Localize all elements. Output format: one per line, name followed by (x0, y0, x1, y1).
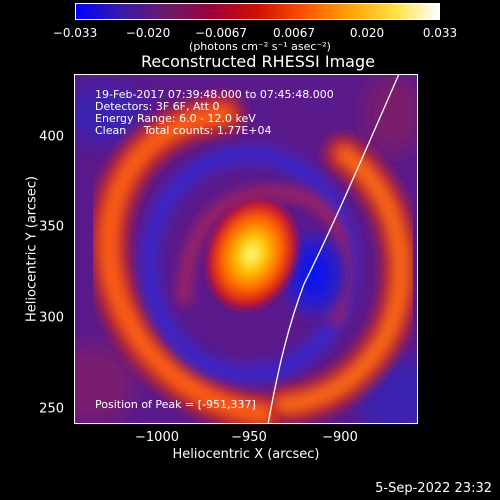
y-tick-label: 300 (39, 310, 64, 326)
info-detectors: Detectors: 3F 6F, Att 0 (95, 100, 220, 113)
info-time-range: 19-Feb-2017 07:39:48.000 to 07:45:48.000 (95, 88, 334, 101)
info-energy-range: Energy Range: 6.0 - 12.0 keV (95, 112, 256, 125)
emission-arc-right (265, 135, 418, 423)
x-axis-label: Heliocentric X (arcsec) (172, 447, 320, 462)
colorbar-tick-label: 0.020 (349, 26, 385, 40)
colorbar-tick-label: −0.0067 (194, 26, 248, 40)
solar-image (74, 74, 418, 424)
x-tick-label: −900 (322, 430, 358, 445)
solar-limb-line (267, 74, 400, 424)
x-tick-label: −1000 (135, 430, 179, 445)
solar-image-svg (74, 74, 418, 424)
y-tick-label: 350 (39, 219, 64, 235)
bright-core (202, 193, 302, 315)
peak-position: Position of Peak = [-951,337] (95, 398, 256, 411)
x-tick-label: −950 (231, 430, 267, 445)
plot-title: Reconstructed RHESSI Image (141, 52, 375, 71)
colorbar-tick-label: 0.0067 (273, 26, 315, 40)
y-tick-label: 400 (39, 129, 64, 145)
emission-arc-left (88, 94, 284, 424)
colorbar (75, 3, 440, 20)
y-tick-label: 250 (39, 401, 64, 417)
colorbar-unit-label: (photons cm⁻² s⁻¹ asec⁻²) (189, 40, 331, 53)
y-axis-label: Heliocentric Y (arcsec) (24, 176, 40, 322)
colorbar-tick-label: 0.033 (422, 26, 458, 40)
colorbar-tick-label: −0.033 (52, 26, 98, 40)
date-stamp: 5-Sep-2022 23:32 (375, 481, 492, 496)
colorbar-tick-label: −0.020 (125, 26, 171, 40)
info-clean-counts: Clean Total counts: 1.77E+04 (95, 124, 272, 137)
